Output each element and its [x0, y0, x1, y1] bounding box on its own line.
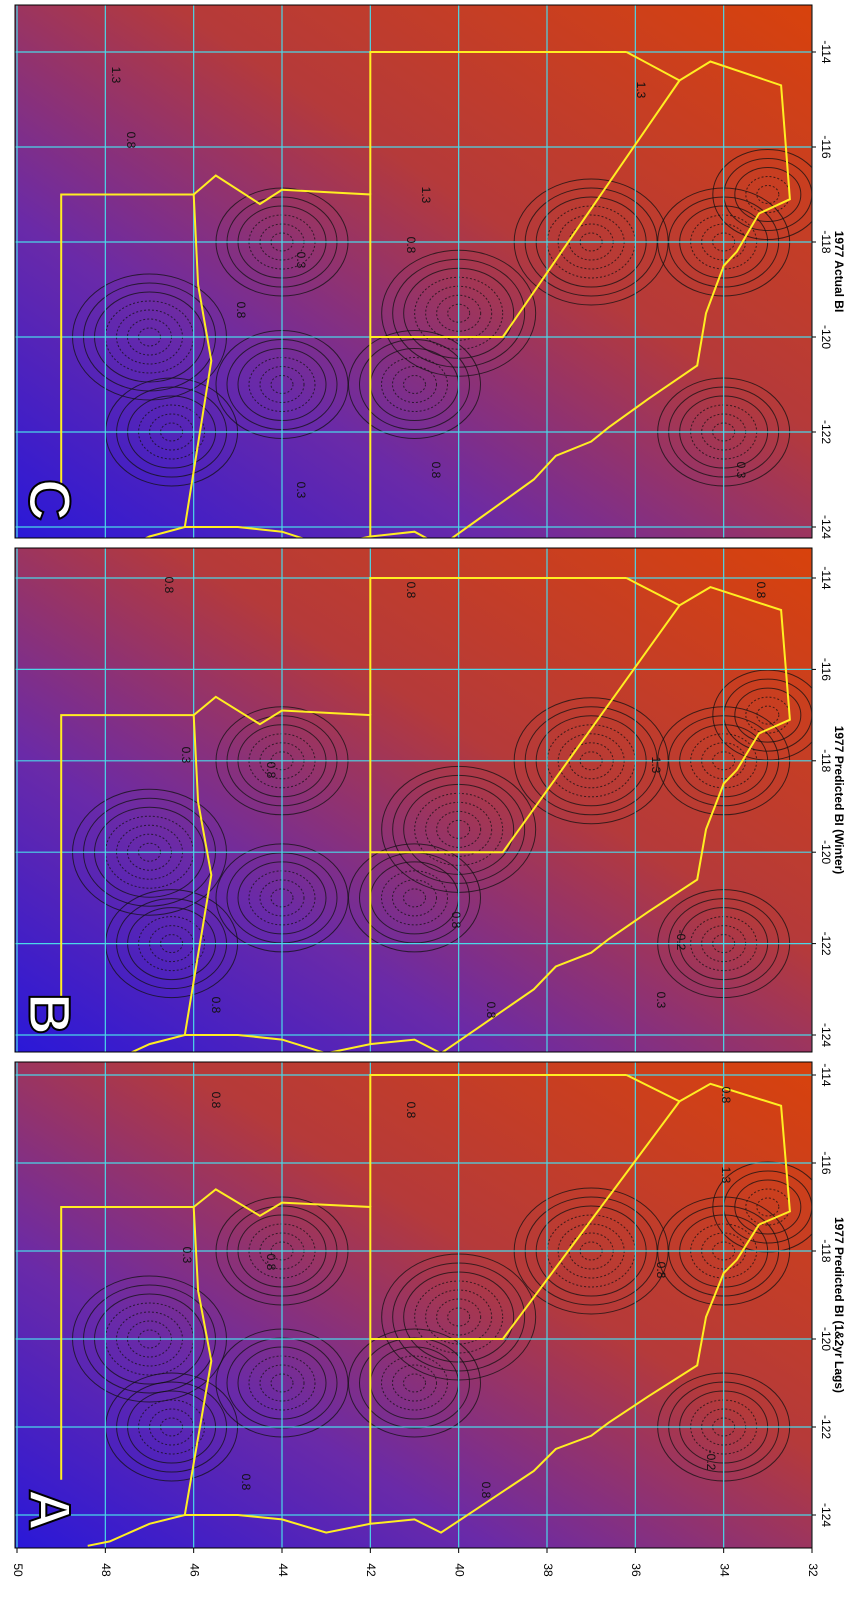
contour-label: 0.3	[179, 747, 193, 764]
contour-label: 0.3	[734, 462, 748, 479]
contour-label: 0.3	[180, 1247, 194, 1264]
contour-label: 0.8	[754, 582, 768, 599]
contour-label: 0.3	[294, 252, 308, 269]
panel-content: 0.8 0.3 0.8 0.8 0.8 0.8 0.8 1.3 -0.2 0.8	[15, 1062, 823, 1548]
panel-content: 0.8 0.3 0.8 0.8 0.8 0.8 0.8 1.3 0.8 -0.2 0.3	[15, 548, 823, 1067]
contour-label: 0.8	[234, 302, 248, 319]
lon-tick-label: -114	[819, 566, 833, 589]
lon-tick-label: -116	[819, 1151, 833, 1174]
panel-title: 1977 Actual BI	[832, 231, 846, 313]
lat-tick-label: 50	[11, 1563, 25, 1577]
contour-label: 0.8	[404, 237, 418, 254]
lat-tick-label: 36	[629, 1563, 643, 1577]
contour-label: 0.8	[404, 1102, 418, 1119]
lon-tick-label: -114	[819, 1063, 833, 1086]
panel-content: 1.3 0.8 0.8 0.3 0.3 0.8 1.3 0.8 1.3 0.3	[15, 5, 823, 560]
lon-tick-label: -122	[819, 420, 833, 444]
panel-letter: A	[17, 1489, 82, 1531]
contour-label: 0.8	[124, 132, 138, 149]
figure: 0.8 0.3 0.8 0.8 0.8 0.8 0.8 1.3 -0.2 0.8 A 1977 Pre…	[0, 0, 848, 1602]
lon-tick-label: -120	[819, 1327, 833, 1351]
lat-tick-label: 38	[541, 1563, 555, 1577]
lon-tick-label: -122	[819, 1415, 833, 1439]
contour-label: 0.8	[429, 462, 443, 479]
lon-tick-label: -124	[819, 515, 833, 539]
contour-label: 0.8	[239, 1474, 253, 1491]
lat-tick-label: 46	[187, 1563, 201, 1577]
lon-tick-label: -124	[819, 1503, 833, 1527]
lon-tick-label: -120	[819, 325, 833, 349]
lon-tick-label: -118	[819, 1239, 833, 1262]
contour-label: 1.3	[649, 757, 663, 774]
panel-title: 1977 Predicted BI (1&2yr Lags)	[832, 1217, 846, 1393]
panel-title: 1977 Predicted BI (Winter)	[832, 726, 846, 875]
contour-label: 0.8	[654, 1262, 668, 1279]
lat-tick-label: 44	[276, 1563, 290, 1577]
lat-tick-label: 32	[806, 1563, 820, 1577]
contour-label: 1.3	[719, 1167, 733, 1184]
contour-label: 0.8	[264, 762, 278, 779]
lon-tick-label: -118	[819, 749, 833, 772]
lon-tick-label: -124	[819, 1023, 833, 1047]
contour-label: 0.8	[479, 1482, 493, 1499]
contour-label: 1.3	[634, 82, 648, 99]
panel-letter: C	[17, 479, 82, 521]
contour-label: 0.8	[162, 577, 176, 594]
lon-tick-label: -114	[819, 40, 833, 63]
map-panel: 0.8 0.3 0.8 0.8 0.8 0.8 0.8 1.3 -0.2 0.8 A 1977 Pre…	[15, 1062, 846, 1548]
contour-label: 0.3	[654, 992, 668, 1009]
lat-tick-label: 48	[99, 1563, 113, 1577]
contour-label: -0.2	[674, 930, 688, 951]
map-panel: 1.3 0.8 0.8 0.3 0.3 0.8 1.3 0.8 1.3 0.3 C 1977 Actu…	[15, 5, 846, 560]
lat-tick-label: 34	[717, 1563, 731, 1577]
map-panel: 0.8 0.3 0.8 0.8 0.8 0.8 0.8 1.3 0.8 -0.2 0.3 B 1977 …	[15, 548, 846, 1067]
panel-letter: B	[17, 993, 82, 1035]
lon-tick-label: -116	[819, 658, 833, 681]
contour-label: 0.8	[264, 1254, 278, 1271]
lat-tick-label: 42	[364, 1563, 378, 1577]
contour-label: 0.8	[209, 1092, 223, 1109]
lon-tick-label: -122	[819, 932, 833, 956]
contour-label: 0.8	[404, 582, 418, 599]
lat-tick-label: 40	[452, 1563, 466, 1577]
contour-label: 0.3	[294, 482, 308, 499]
contour-label: 0.8	[209, 997, 223, 1014]
contour-label: -0.2	[704, 1450, 718, 1471]
contour-label: 0.8	[449, 912, 463, 929]
contour-label: 0.8	[484, 1002, 498, 1019]
surface	[15, 5, 812, 538]
contour-label: 1.3	[419, 187, 433, 204]
lon-tick-label: -116	[819, 135, 833, 158]
contour-label: 0.8	[719, 1087, 733, 1104]
lon-tick-label: -120	[819, 840, 833, 864]
lon-tick-label: -118	[819, 230, 833, 253]
contour-label: 1.3	[109, 67, 123, 84]
